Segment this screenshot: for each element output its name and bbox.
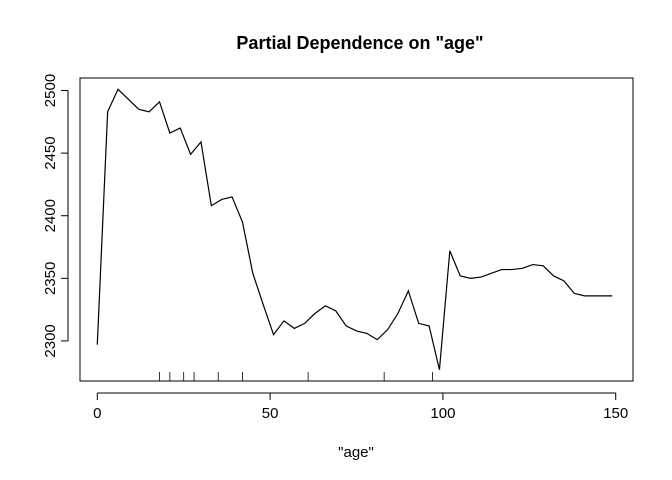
- chart-title: Partial Dependence on "age": [236, 33, 483, 53]
- x-tick-label: 100: [430, 405, 455, 422]
- y-tick-label: 2500: [42, 74, 59, 107]
- rug-marks: [159, 372, 433, 381]
- x-tick-label: 0: [93, 405, 101, 422]
- y-tick-label: 2300: [42, 324, 59, 357]
- x-axis-label: "age": [338, 444, 374, 461]
- y-tick-label: 2400: [42, 199, 59, 232]
- y-tick-label: 2450: [42, 136, 59, 169]
- plot-frame: [79, 77, 634, 382]
- x-tick-label: 50: [262, 405, 279, 422]
- series-line: [96, 88, 613, 370]
- x-tick-label: 150: [603, 405, 628, 422]
- y-tick-label: 2350: [42, 262, 59, 295]
- y-axis: 2300 2350 2400 2450 2500: [42, 74, 69, 358]
- x-axis: 0 50 100 150: [93, 392, 628, 422]
